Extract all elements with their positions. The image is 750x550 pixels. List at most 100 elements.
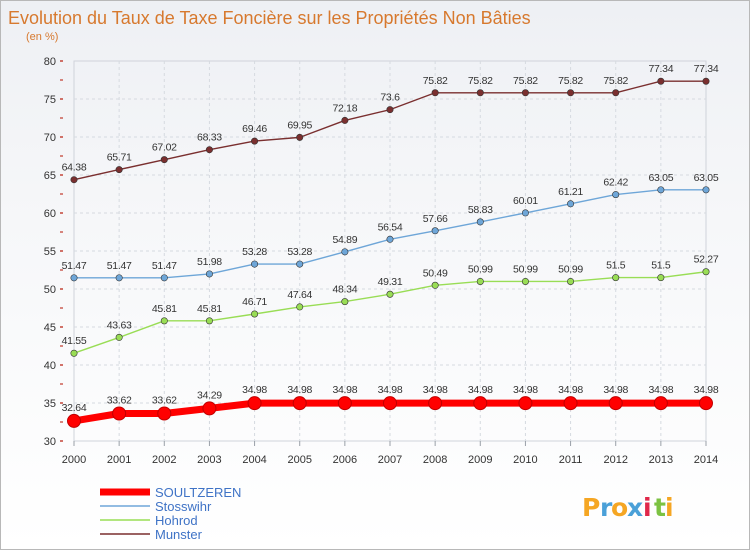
y-tick-label: 80 [44, 56, 56, 68]
chart-title: Evolution du Taux de Taxe Foncière sur l… [8, 8, 531, 28]
data-label: 33.62 [107, 394, 132, 406]
y-tick-label: 75 [44, 94, 56, 106]
legend-label-munster: Munster [155, 527, 203, 542]
logo-letter: i [665, 493, 674, 522]
data-label: 50.99 [468, 263, 493, 275]
data-point [341, 298, 349, 306]
data-label: 61.21 [558, 186, 583, 198]
data-point [699, 396, 713, 411]
data-point [518, 396, 533, 411]
logo-letter: r [600, 493, 613, 522]
data-point [567, 89, 575, 97]
x-tick-label: 2001 [107, 454, 131, 466]
data-point [160, 156, 168, 164]
data-point [205, 317, 213, 325]
data-label: 57.66 [423, 213, 448, 225]
x-tick-label: 2012 [603, 454, 627, 466]
data-label: 69.46 [242, 123, 267, 135]
legend-label-hohrod: Hohrod [155, 513, 198, 528]
data-label: 34.98 [423, 384, 448, 396]
data-point [657, 77, 665, 85]
data-point [521, 277, 529, 285]
data-label: 45.81 [152, 303, 177, 315]
logo-letter: t [654, 493, 666, 522]
data-label: 34.98 [558, 384, 583, 396]
y-tick-label: 40 [44, 360, 56, 372]
data-label: 51.47 [152, 260, 177, 272]
data-point [202, 401, 217, 416]
y-tick-label: 35 [44, 398, 56, 410]
data-label: 34.29 [197, 389, 222, 401]
data-label: 69.95 [287, 119, 312, 131]
data-label: 54.89 [332, 234, 357, 246]
data-label: 67.02 [152, 142, 177, 154]
data-point [296, 133, 304, 141]
x-tick-label: 2007 [378, 454, 402, 466]
data-label: 34.98 [513, 384, 538, 396]
data-label: 75.82 [513, 75, 538, 87]
data-point [521, 89, 529, 97]
data-point [521, 209, 529, 217]
data-point [608, 396, 623, 411]
data-label: 64.38 [62, 162, 87, 174]
data-label: 63.05 [648, 172, 673, 184]
data-point [251, 260, 259, 268]
logo-letter: o [611, 493, 628, 522]
data-point [296, 303, 304, 311]
data-label: 75.82 [423, 75, 448, 87]
data-label: 77.34 [694, 63, 719, 75]
x-tick-label: 2005 [287, 454, 311, 466]
y-tick-label: 30 [44, 436, 56, 448]
y-axis-ticks: 30 35 40 45 50 55 60 65 70 75 80 [44, 56, 63, 448]
data-point [337, 396, 352, 411]
series-stosswihr: 51.47 51.47 51.47 51.98 53.28 53.28 54.89 56.54… [62, 172, 719, 282]
x-tick-label: 2009 [468, 454, 492, 466]
data-point [612, 274, 620, 282]
data-point [160, 317, 168, 325]
y-tick-label: 50 [44, 284, 56, 296]
data-label: 75.82 [603, 75, 628, 87]
data-label: 53.28 [287, 246, 312, 258]
data-point [431, 227, 439, 235]
series-soultzeren: 32.64 33.62 33.62 34.29 34.98 34.98 34.98 34.98… [62, 384, 719, 428]
data-point [567, 200, 575, 208]
data-label: 72.18 [332, 102, 357, 114]
legend-label-soultzeren: SOULTZEREN [155, 485, 241, 500]
series-munster: 64.38 65.71 67.02 68.33 69.46 69.95 72.18 73.6 7… [62, 63, 719, 184]
data-point [702, 77, 710, 85]
y-tick-label: 65 [44, 170, 56, 182]
data-point [70, 349, 78, 357]
x-tick-label: 2004 [242, 454, 266, 466]
data-point [112, 406, 127, 421]
data-point [341, 248, 349, 256]
series-hohrod: 41.55 43.63 45.81 45.81 46.71 47.64 48.34 49.31… [62, 254, 719, 357]
data-label: 34.98 [378, 384, 403, 396]
data-label: 34.98 [287, 384, 312, 396]
data-label: 65.71 [107, 152, 132, 164]
data-label: 75.82 [558, 75, 583, 87]
data-point [115, 166, 123, 174]
data-label: 50.99 [558, 263, 583, 275]
data-label: 34.98 [694, 384, 719, 396]
x-axis-ticks: 2000 2001 2002 2003 2004 2005 2006 2007 2008 2009… [62, 441, 718, 466]
data-label: 68.33 [197, 132, 222, 144]
data-point [431, 89, 439, 97]
y-tick-label: 55 [44, 246, 56, 258]
y-tick-label: 60 [44, 208, 56, 220]
data-point [431, 281, 439, 289]
data-point [567, 277, 575, 285]
x-tick-label: 2008 [423, 454, 447, 466]
data-point [702, 186, 710, 194]
data-point [70, 274, 78, 282]
data-label: 45.81 [197, 303, 222, 315]
data-point [657, 274, 665, 282]
data-label: 77.34 [648, 63, 673, 75]
data-label: 50.99 [513, 263, 538, 275]
data-label: 51.47 [62, 260, 87, 272]
data-label: 62.42 [603, 177, 628, 189]
data-point [612, 89, 620, 97]
x-tick-label: 2002 [152, 454, 176, 466]
data-label: 48.34 [332, 284, 357, 296]
